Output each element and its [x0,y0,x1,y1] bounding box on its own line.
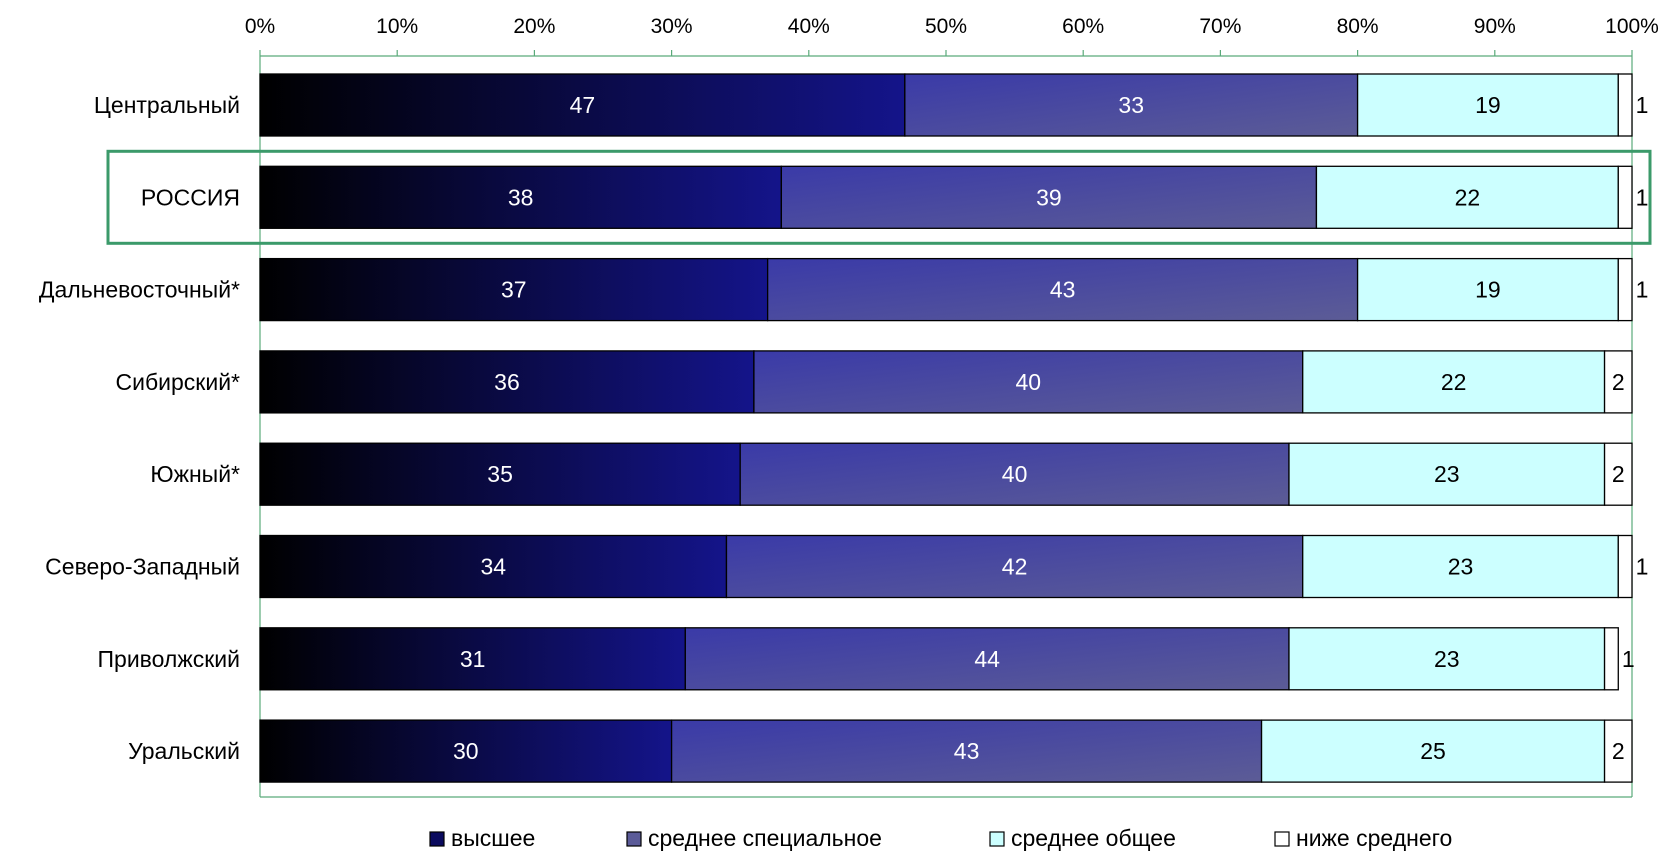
bar-segment [725,534,1304,599]
bar-segment [259,165,783,229]
bar-segment [766,257,1359,322]
data-label: 39 [1036,184,1062,210]
bar-segment [1603,719,1633,783]
bar-segment [1603,627,1619,691]
data-label: 37 [501,277,527,303]
category-label: РОССИЯ [141,184,240,210]
category-label: Центральный [94,92,240,118]
bar-segment [670,719,1263,783]
data-label: 19 [1475,92,1501,118]
x-tick-label: 90% [1474,15,1516,38]
data-label: 43 [954,738,980,764]
x-tick-label: 0% [245,15,275,38]
legend-item: среднее общее [989,825,1176,851]
data-label: 23 [1448,554,1474,580]
bar-segment [780,165,1318,229]
bar-segment [1617,165,1633,229]
data-label: 2 [1612,369,1625,395]
data-label: 1 [1636,277,1649,303]
bar-segment [684,627,1290,691]
data-label: 40 [1002,461,1028,487]
x-tick-label: 100% [1605,15,1659,38]
data-label: 47 [570,92,596,118]
data-label: 30 [453,738,479,764]
legend-swatch [626,831,642,847]
category-label: Южный* [150,461,240,487]
legend-swatch [1274,831,1290,847]
data-label: 38 [508,184,534,210]
bar-segment [1302,534,1619,599]
bar-segment [1617,257,1633,322]
x-tick-label: 10% [376,15,418,38]
legend-swatch [989,831,1005,847]
data-label: 44 [974,646,1000,672]
bar-segment [1302,350,1606,414]
data-label: 19 [1475,277,1501,303]
x-tick-label: 40% [788,15,830,38]
bar-segment [1617,534,1633,599]
data-label: 36 [494,369,520,395]
legend-label: высшее [451,825,535,851]
category-label: Дальневосточный* [39,277,240,303]
category-label: Сибирский* [116,369,241,395]
data-label: 2 [1612,461,1625,487]
x-tick-label: 50% [925,15,967,38]
bar-segment [259,627,686,691]
x-tick-label: 70% [1199,15,1241,38]
data-label: 33 [1118,92,1144,118]
legend-label: среднее специальное [648,825,882,851]
data-label: 1 [1636,92,1649,118]
bar-segment [1288,442,1606,506]
legend-swatch [429,831,445,847]
data-label: 1 [1636,554,1649,580]
legend-item: высшее [429,825,535,851]
bar-segment [1356,257,1619,322]
category-label: Приволжский [98,646,240,672]
category-label: Уральский [128,738,240,764]
data-label: 22 [1441,369,1467,395]
legend-label: ниже среднего [1296,825,1452,851]
data-label: 1 [1622,646,1635,672]
x-tick-label: 80% [1337,15,1379,38]
data-label: 42 [1002,554,1028,580]
bar-segment [259,442,741,506]
bar-segment [1315,165,1619,229]
data-label: 35 [487,461,513,487]
bar-segment [753,350,1304,414]
data-label: 25 [1420,738,1446,764]
data-label: 22 [1455,184,1481,210]
legend-item: среднее специальное [626,825,882,851]
bar-segment [1260,719,1606,783]
bar-segment [1356,73,1619,137]
x-tick-label: 60% [1062,15,1104,38]
bar-segment [1603,442,1633,506]
x-tick-label: 30% [651,15,693,38]
bar-segment [1288,627,1606,691]
data-label: 31 [460,646,486,672]
data-label: 23 [1434,461,1460,487]
bar-segment [739,442,1290,506]
data-label: 40 [1016,369,1042,395]
data-label: 43 [1050,277,1076,303]
category-label: Северо-Западный [45,554,240,580]
legend-item: ниже среднего [1274,825,1452,851]
highlight-box [106,149,1652,245]
data-label: 34 [480,554,506,580]
data-label: 23 [1434,646,1460,672]
data-label: 1 [1636,184,1649,210]
bar-segment [259,73,906,137]
bar-segment [1603,350,1633,414]
legend-label: среднее общее [1011,825,1176,851]
bar-segment [259,350,755,414]
bar-segment [1617,73,1633,137]
data-label: 2 [1612,738,1625,764]
x-tick-label: 20% [513,15,555,38]
